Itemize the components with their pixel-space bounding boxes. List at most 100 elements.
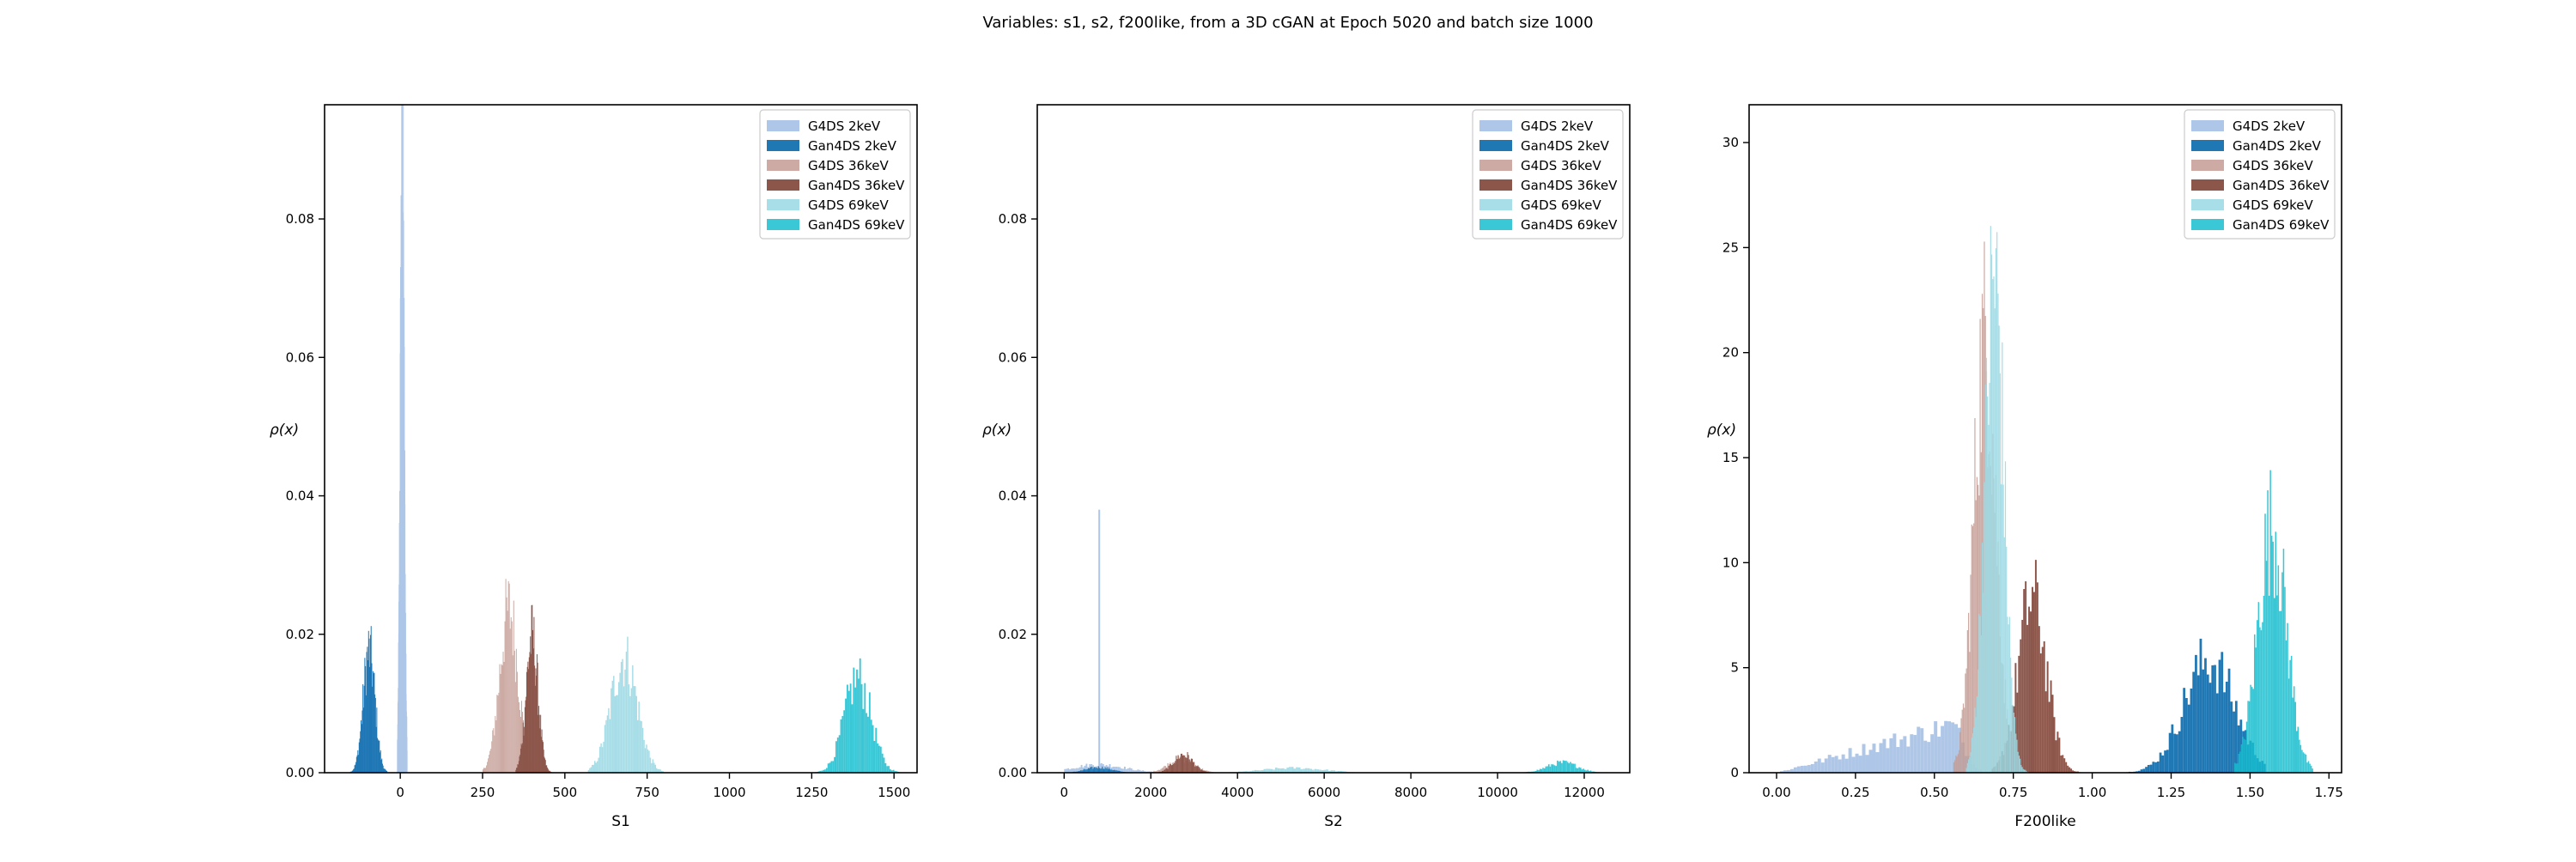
histogram-bar [1962,710,1963,773]
histogram-bar [843,710,845,773]
x-tick-label: 1.25 [2157,785,2185,800]
histogram-bar [2183,688,2185,773]
histogram-bar [2230,701,2233,773]
histogram-bar [884,763,886,773]
histogram-bar [2190,689,2193,773]
histogram-bar [2049,702,2050,773]
series-g4ds-69kev [588,637,664,773]
series-gan4ds-2kev [349,626,387,773]
histogram-bar [1970,752,1971,773]
histogram-bar [866,713,867,773]
histogram-bar [2055,740,2057,773]
histogram-bar [2038,626,2040,773]
histogram-bar [1169,766,1170,773]
histogram-bar [1828,755,1832,773]
histogram-bar [603,742,604,773]
histogram-bar [629,696,630,773]
histogram-bar [1175,761,1176,773]
histogram-bar [871,719,872,773]
histogram-bar [2002,484,2003,773]
histogram-bar [880,747,882,773]
histogram-bar [593,765,594,773]
x-tick-label: 0.00 [1762,785,1790,800]
y-tick-label: 0.06 [286,349,314,365]
histogram-bar [1872,744,1875,773]
histogram-bar [624,670,625,773]
x-tick-label: 0 [1060,785,1069,800]
histogram-bar [2040,653,2042,773]
x-tick-label: 1.50 [2236,785,2264,800]
histogram-bar [1954,760,1955,773]
histogram-bar [2244,739,2245,773]
histogram-bar [2281,611,2282,773]
histogram-bar [498,693,499,773]
histogram-bar [500,674,501,773]
histogram-bar [610,719,611,773]
histogram-bar [599,747,600,773]
legend-swatch [2191,120,2224,131]
histogram-bar [2020,640,2021,773]
series-g4ds-2kev [397,37,407,773]
histogram-bar [1189,759,1190,773]
histogram-bar [2296,731,2298,773]
histogram-bar [2037,582,2038,773]
histogram-bar [1570,762,1571,773]
histogram-bar [619,673,620,773]
histogram-bar [1107,768,1108,773]
histogram-bar [1993,276,1994,773]
histogram-bar [1958,754,1959,773]
histogram-bar [2272,542,2274,773]
histogram-bar [856,670,858,773]
histogram-bar [1982,543,1983,773]
histogram-bar [841,716,843,773]
histogram-bar [1986,358,1987,773]
histogram-bar [1832,757,1835,773]
histogram-bar [837,738,839,773]
histogram-bar [632,665,633,773]
histogram-bar [2019,756,2020,773]
histogram-bar [2026,625,2028,773]
histogram-bar [653,762,654,773]
histogram-bar [1999,325,2000,773]
histogram-bar [1182,756,1183,773]
legend-label: G4DS 69keV [1521,197,1601,213]
histogram-bar [2195,655,2197,773]
x-tick-label: 250 [471,785,495,800]
histogram-bar [2269,596,2270,773]
histogram-bar [869,692,871,773]
histogram-bar [2294,702,2296,773]
legend-swatch [767,140,799,151]
histogram-bar [1184,756,1185,773]
histogram-bar [2257,620,2258,773]
legend-swatch [767,160,799,171]
histogram-bar [858,678,860,773]
histogram-bar [1179,759,1180,773]
histogram-bar [2000,373,2001,773]
histogram-bar [1183,756,1184,773]
histogram-bar [2020,765,2021,773]
histogram-bar [2166,750,2169,773]
legend-label: Gan4DS 36keV [1521,178,1618,193]
histogram-bar [2311,766,2312,773]
histogram-bar [1102,767,1103,773]
series-gan4ds-69kev [1519,760,1606,773]
histogram-bar [1997,294,1998,773]
histogram-bar [1977,696,1978,773]
histogram-bar [2256,647,2257,773]
legend-swatch [1479,219,1512,230]
histogram-bar [636,696,637,773]
histogram-bar [848,691,850,773]
histogram-bar [1542,768,1544,773]
histogram-bar [845,699,847,773]
histogram-bar [2171,725,2173,773]
histogram-bar [1193,762,1194,773]
histogram-bar [2014,717,2015,773]
histogram-bar [1561,763,1563,773]
histogram-bar [1546,767,1547,773]
histogram-bar [493,728,494,773]
histogram-bar [1188,755,1189,773]
histogram-bar [616,695,617,773]
histogram-bar [1869,750,1873,773]
